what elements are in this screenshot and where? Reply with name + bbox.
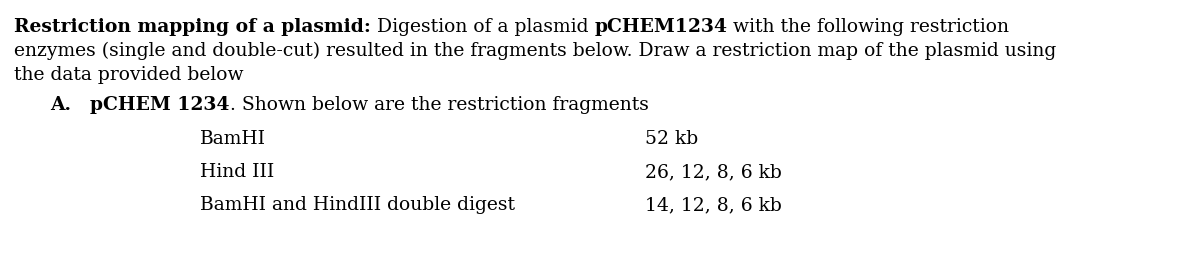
Text: 14, 12, 8, 6 kb: 14, 12, 8, 6 kb [646,196,782,214]
Text: enzymes (single and double-cut) resulted in the fragments below. Draw a restrict: enzymes (single and double-cut) resulted… [14,42,1056,60]
Text: Digestion of a plasmid: Digestion of a plasmid [371,18,594,36]
Text: Restriction mapping of a plasmid:: Restriction mapping of a plasmid: [14,18,371,36]
Text: with the following restriction: with the following restriction [727,18,1009,36]
Text: pCHEM1234: pCHEM1234 [594,18,727,36]
Text: BamHI: BamHI [200,130,266,148]
Text: Hind III: Hind III [200,163,275,181]
Text: the data provided below: the data provided below [14,66,244,84]
Text: 26, 12, 8, 6 kb: 26, 12, 8, 6 kb [646,163,782,181]
Text: pCHEM 1234: pCHEM 1234 [90,96,230,114]
Text: 52 kb: 52 kb [646,130,698,148]
Text: A.: A. [50,96,90,114]
Text: BamHI and HindIII double digest: BamHI and HindIII double digest [200,196,515,214]
Text: . Shown below are the restriction fragments: . Shown below are the restriction fragme… [230,96,649,114]
